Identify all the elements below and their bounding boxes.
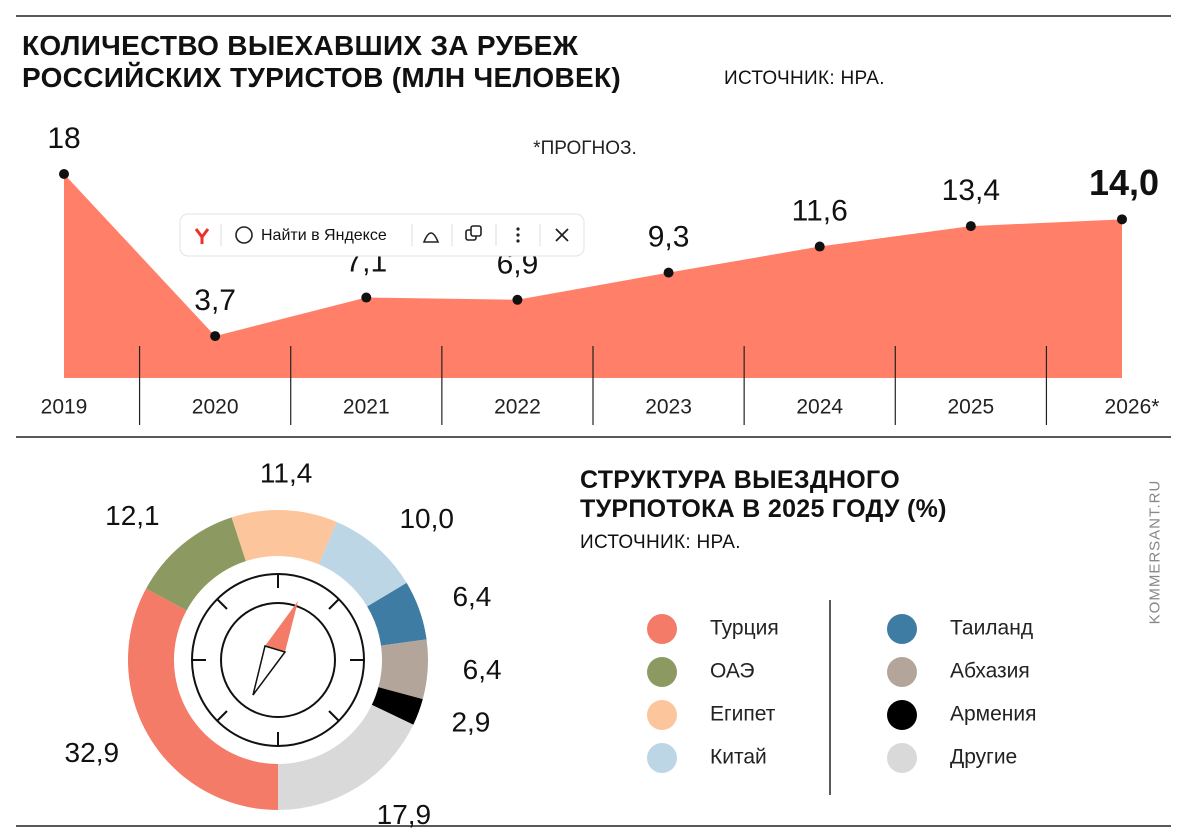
point — [663, 267, 674, 278]
value-label: 6,4 — [452, 581, 491, 612]
legend-swatch — [887, 614, 917, 644]
search-button[interactable]: Найти в Яндексе — [261, 227, 387, 244]
watermark: KOMMERSANT.RU — [1146, 479, 1164, 625]
value-label: 14,0 — [1089, 162, 1159, 203]
value-label: 32,9 — [65, 737, 120, 768]
legend-swatch — [647, 743, 677, 773]
x-tick-label: 2022 — [494, 396, 541, 419]
yandex-toolbar: Найти в Яндексе — [179, 213, 585, 257]
legend-swatch — [647, 614, 677, 644]
header: КОЛИЧЕСТВО ВЫЕХАВШИХ ЗА РУБЕЖ РОССИЙСКИХ… — [22, 30, 885, 94]
x-tick-label: 2024 — [796, 396, 843, 419]
chart-title: СТРУКТУРА ВЫЕЗДНОГО ТУРПОТОКА В 2025 ГОД… — [580, 466, 947, 523]
legend-label: Армения — [950, 703, 1037, 726]
value-label: 18 — [47, 122, 80, 155]
legend-swatch — [647, 700, 677, 730]
source: ИСТОЧНИК: НРА. — [580, 531, 741, 553]
header: СТРУКТУРА ВЫЕЗДНОГО ТУРПОТОКА В 2025 ГОД… — [580, 466, 1060, 558]
donut-slice — [378, 639, 428, 700]
donut-slice — [371, 687, 423, 725]
legend-swatch — [887, 743, 917, 773]
point — [210, 331, 221, 342]
alice-icon[interactable] — [422, 232, 440, 243]
legend-swatch — [887, 657, 917, 687]
donut-slice — [231, 510, 337, 565]
legend-label: Другие — [950, 746, 1017, 769]
x-tick-label: 2025 — [947, 396, 994, 419]
point — [814, 241, 825, 252]
value-label: 12,1 — [105, 500, 160, 531]
area-chart: *ПРОГНОЗ.1820193,720207,120216,920229,32… — [41, 122, 1160, 425]
value-label: 11,6 — [792, 194, 848, 227]
donut-slice — [367, 582, 427, 646]
x-tick-label: 2020 — [192, 396, 239, 419]
point — [512, 294, 523, 305]
value-label: 6,4 — [463, 654, 502, 685]
close-icon[interactable] — [555, 228, 569, 242]
x-tick-label: 2026* — [1105, 396, 1160, 419]
point — [59, 169, 69, 179]
value-label: 10,0 — [399, 503, 454, 534]
area — [64, 174, 1122, 378]
legend-label: Абхазия — [950, 660, 1030, 683]
donut-chart: 32,9 Турция 12,1 ОАЭ 11,4 Египет 10,0 Китай 6,4 Т… — [65, 458, 1037, 830]
compass-icon — [191, 573, 365, 747]
donut-slice — [146, 517, 246, 611]
x-tick-label: 2021 — [343, 396, 390, 419]
value-label: 11,4 — [260, 458, 312, 489]
value-label: 3,7 — [194, 284, 236, 317]
yandex-logo[interactable] — [194, 228, 210, 244]
point — [361, 292, 372, 303]
x-tick-label: 2019 — [41, 396, 88, 419]
toolbar-bg — [179, 213, 585, 257]
donut-slice — [128, 588, 278, 810]
chart-title: КОЛИЧЕСТВО ВЫЕХАВШИХ ЗА РУБЕЖ РОССИЙСКИХ… — [22, 30, 621, 94]
legend-label: ОАЭ — [710, 660, 755, 683]
value-label: 9,3 — [648, 221, 690, 254]
legend-label: Египет — [710, 703, 776, 726]
legend-label: Таиланд — [950, 617, 1033, 640]
copy-icon[interactable] — [470, 225, 482, 237]
legend-swatch — [887, 700, 917, 730]
point — [1117, 214, 1127, 225]
legend-label: Китай — [710, 746, 767, 769]
menu-icon[interactable] — [516, 227, 520, 243]
search-icon[interactable] — [235, 226, 253, 244]
donut-slice — [318, 521, 407, 607]
donut-slice — [278, 704, 414, 810]
source: ИСТОЧНИК: НРА. — [724, 68, 885, 90]
point — [965, 221, 976, 232]
x-tick-label: 2023 — [645, 396, 692, 419]
value-label: 13,4 — [942, 174, 1000, 207]
legend-label: Турция — [710, 617, 779, 640]
value-label: 2,9 — [451, 707, 490, 738]
value-label: 17,9 — [377, 799, 432, 830]
annotation: *ПРОГНОЗ. — [533, 138, 637, 159]
legend-swatch — [647, 657, 677, 687]
